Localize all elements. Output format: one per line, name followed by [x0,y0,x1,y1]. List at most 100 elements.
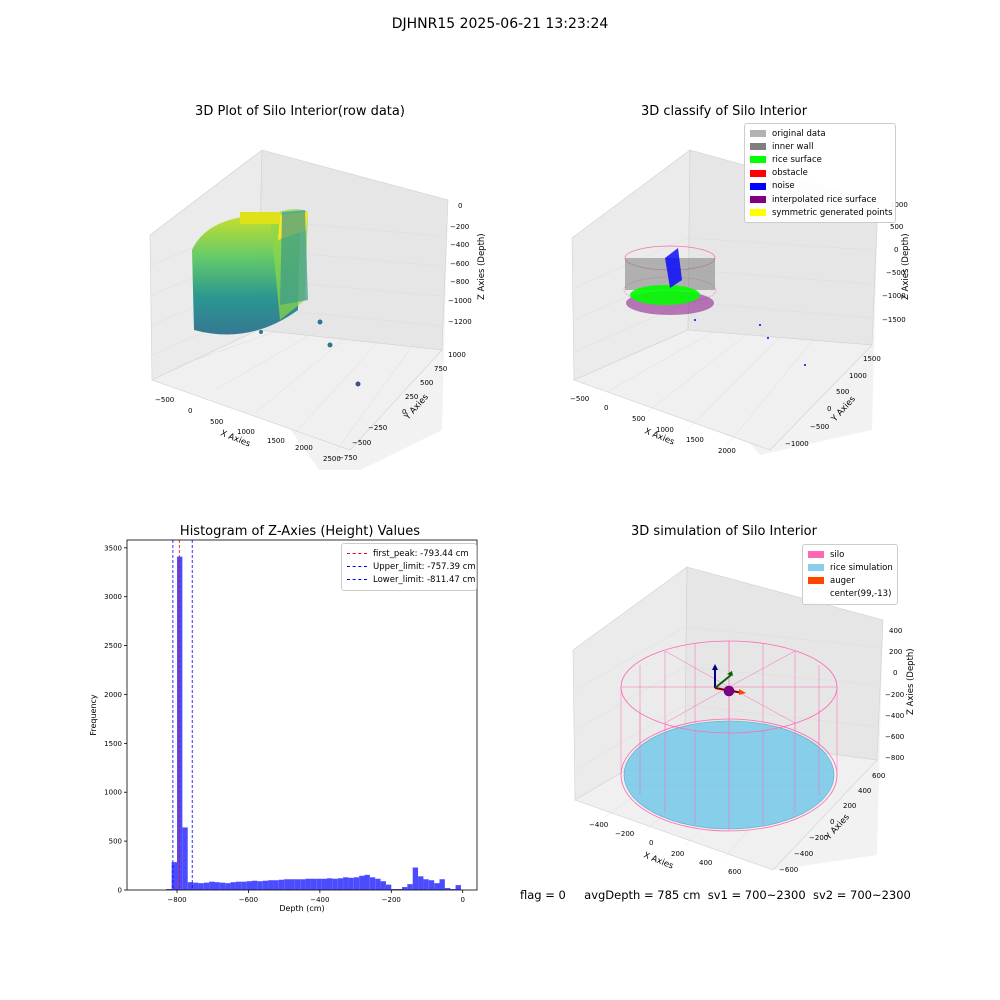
z-tick: −600 [450,260,469,268]
z-tick: −400 [885,712,904,720]
simulation-legend: silo rice simulation auger center(99,-13… [802,544,898,605]
z-tick: 0 [458,202,462,210]
legend-swatch [750,196,766,204]
x-tick-label: −600 [239,896,258,904]
histogram-bar [321,878,327,890]
x-tick-label: −200 [382,896,401,904]
z-tick: −800 [450,278,469,286]
y-tick: −1000 [785,440,809,448]
y-tick-label: 0 [118,887,122,895]
y-tick-label: 3500 [104,544,122,552]
z-axis-label: Z Axies (Depth) [901,233,911,300]
histogram-bar [380,881,386,890]
y-tick: 250 [405,393,418,401]
figure-title: DJHNR15 2025-06-21 13:23:24 [391,16,609,32]
legend-label: Upper_limit: -757.39 cm [373,561,476,572]
histogram-bar [348,877,354,890]
y-tick: −750 [338,454,357,462]
histogram-bar [214,882,220,890]
y-tick: 1000 [448,351,466,359]
z-tick: −600 [885,733,904,741]
y-tick: −250 [368,424,387,432]
x-tick-label: 0 [460,896,464,904]
x-tick: 400 [699,859,712,867]
x-tick: 1500 [686,436,704,444]
legend-swatch [750,130,766,138]
y-tick: 500 [420,379,433,387]
x-tick-label: −400 [310,896,329,904]
legend-swatch [750,169,766,177]
y-tick: −400 [794,850,813,858]
histogram-bar [455,885,461,890]
y-tick: 1000 [849,372,867,380]
z-tick: 1000 [890,201,908,209]
y-tick-label: 1000 [104,789,122,797]
legend-swatch [750,182,766,190]
x-axis-label: Depth (cm) [279,904,324,913]
histogram-bar [305,878,311,890]
histogram-bar [241,881,247,890]
histogram-bar [402,887,408,890]
sv1-text: sv1 = 700~2300 [707,888,806,902]
legend-label: original data [772,128,826,139]
histogram-bar [203,882,210,890]
histogram-bar [364,874,370,890]
silo-simulation [620,640,838,832]
y-tick: −600 [779,866,798,874]
histogram-bar [412,867,419,890]
y-tick: 0 [827,405,831,413]
z-tick: −500 [886,269,905,277]
x-tick-label: −800 [167,896,186,904]
x-tick: 600 [728,868,741,875]
y-tick: 750 [434,365,447,373]
legend-swatch [750,209,766,217]
plot-frame [126,539,478,891]
histogram-bar [316,878,322,890]
x-tick: 0 [188,407,192,415]
y-ticks: 0 500 1000 1500 2000 2500 3000 3500 [104,544,127,895]
x-tick: −200 [615,830,634,838]
histogram-bar [273,880,279,890]
histogram-bar [428,880,435,890]
y-tick: 0 [830,818,834,826]
histogram-bar [193,882,199,890]
histogram-bar [219,882,226,890]
auger-axes [712,664,746,697]
legend-swatch [750,143,766,151]
histogram-bar [418,876,424,890]
z-tick: −200 [450,223,469,231]
histogram-bar [444,888,451,890]
raw-point-cloud [192,209,361,387]
classified-point-cloud [623,245,806,366]
y-tick-label: 500 [109,838,122,846]
y-tick-label: 1500 [104,740,122,748]
histogram-bar [391,889,397,890]
histogram-bar [166,889,172,890]
x-tick: −500 [155,396,174,404]
sv2-text: sv2 = 700~2300 [812,888,911,902]
x-tick: 1000 [656,426,674,434]
avg-depth-text: avgDepth = 785 cm [584,888,701,902]
histogram-bar [177,556,183,890]
z-tick: −800 [885,754,904,762]
y-tick: 600 [872,772,885,780]
simulation-plot-title: 3D simulation of Silo Interior [631,524,817,539]
y-tick: 500 [836,388,849,396]
z-tick: 400 [889,627,902,635]
histogram-bar [289,879,295,890]
raw-plot-title: 3D Plot of Silo Interior(row data) [195,104,405,119]
legend-label: center(99,-13) [830,589,892,600]
histogram-bar [310,878,317,890]
histogram-bar [230,882,236,890]
y-tick-label: 2000 [104,691,122,699]
histogram-bar [385,884,392,890]
histogram-bar [198,883,204,890]
legend-swatch [808,551,824,559]
histogram-vlines [172,540,193,890]
histogram-bar [375,878,381,890]
histogram-legend: first_peak: -793.44 cm Upper_limit: -757… [341,543,477,591]
histogram-bar [225,883,231,890]
y-tick: 0 [402,408,406,416]
legend-swatch [808,591,824,598]
z-tick: −1200 [448,318,472,326]
